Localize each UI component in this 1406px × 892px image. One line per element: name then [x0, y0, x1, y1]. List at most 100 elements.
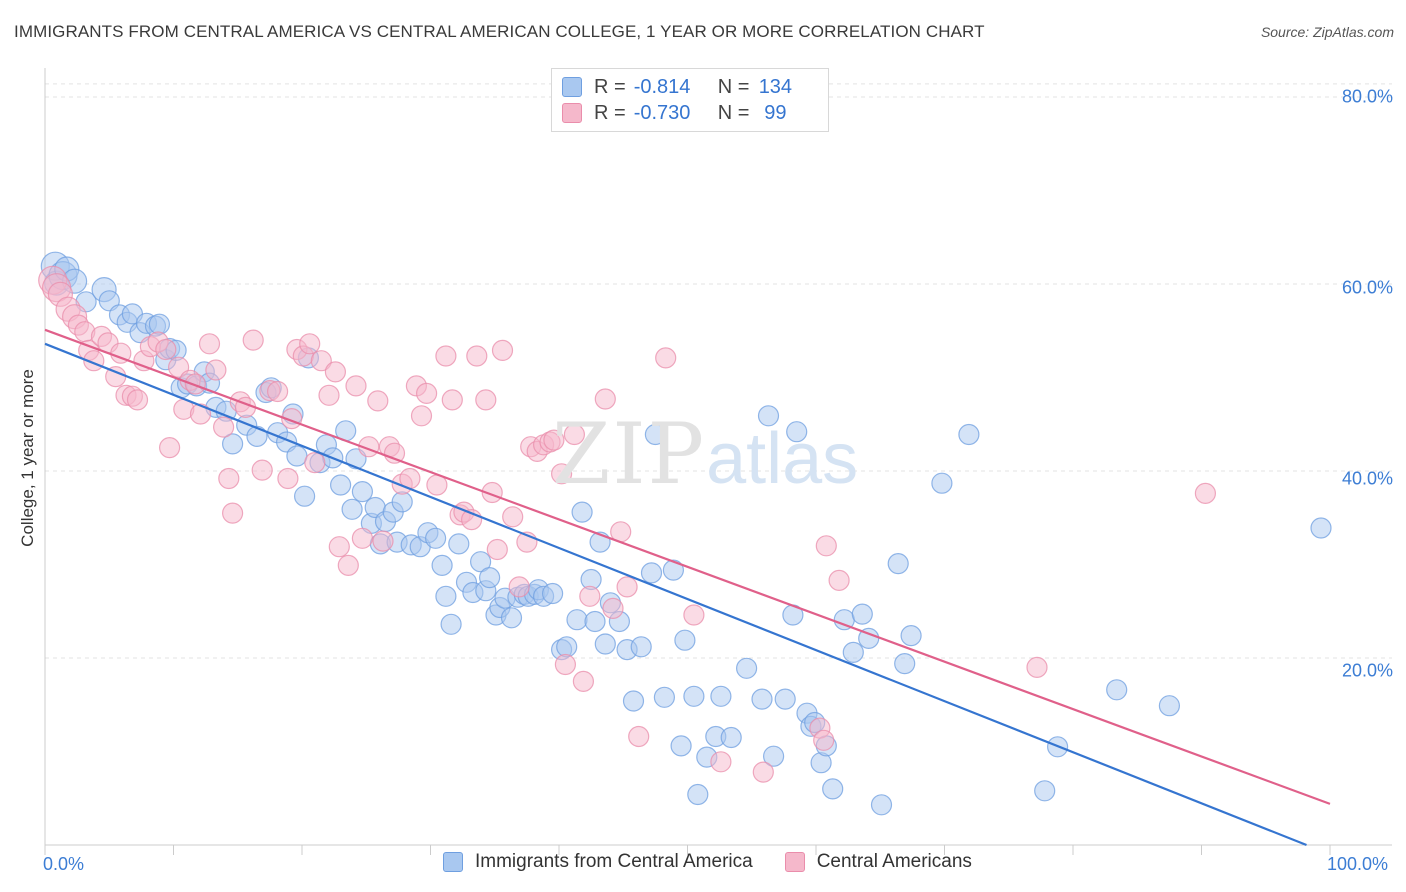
point-central-americans — [351, 527, 373, 549]
point-central-americans — [159, 437, 181, 459]
point-immigrants — [470, 551, 492, 573]
point-central-americans — [1026, 656, 1048, 679]
point-immigrants — [286, 445, 308, 467]
point-immigrants — [246, 425, 268, 447]
legend-item-central-americans: Central Americans — [784, 851, 972, 873]
point-immigrants — [786, 421, 808, 443]
point-central-americans — [213, 416, 235, 438]
point-immigrants — [757, 405, 780, 427]
point-central-americans — [324, 361, 346, 383]
point-central-americans — [828, 569, 850, 592]
x-tick-label-min: 0.0% — [43, 854, 85, 874]
point-central-americans — [655, 347, 677, 369]
point-central-americans — [383, 442, 406, 464]
point-central-americans — [337, 554, 359, 577]
point-immigrants — [1106, 679, 1128, 701]
point-central-americans — [435, 345, 457, 367]
point-immigrants — [870, 794, 893, 816]
point-central-americans — [466, 345, 488, 367]
point-immigrants — [842, 641, 864, 664]
point-immigrants — [556, 636, 578, 658]
point-immigrants — [448, 533, 470, 555]
point-immigrants — [674, 629, 696, 651]
point-central-americans — [486, 538, 508, 561]
point-immigrants — [687, 783, 709, 806]
legend-n-label: N = — [717, 75, 750, 98]
axes — [44, 68, 1392, 855]
point-immigrants — [851, 603, 873, 625]
point-immigrants — [720, 726, 742, 749]
legend-n-label: N = — [717, 101, 750, 124]
point-immigrants — [425, 527, 447, 549]
point-immigrants — [435, 585, 457, 607]
legend-swatch-blue — [562, 77, 582, 97]
point-central-americans — [628, 725, 650, 748]
legend-swatch-pink — [562, 103, 582, 123]
point-immigrants — [751, 688, 773, 710]
point-central-americans — [198, 333, 221, 355]
legend-row-pink: R = -0.730 N = 99 — [562, 100, 795, 126]
point-immigrants — [683, 685, 705, 707]
point-central-americans — [416, 382, 438, 404]
point-central-americans — [218, 467, 240, 490]
point-central-americans — [304, 452, 326, 474]
point-immigrants — [566, 609, 588, 631]
point-central-americans — [310, 350, 332, 372]
point-central-americans — [189, 403, 212, 425]
y-tick-label-20: 20.0% — [1341, 660, 1393, 681]
point-immigrants — [822, 778, 844, 800]
legend-swatch-pink — [784, 852, 805, 872]
point-immigrants — [774, 688, 796, 710]
point-central-americans — [554, 653, 577, 676]
point-immigrants — [330, 474, 352, 496]
point-immigrants — [662, 559, 685, 581]
point-central-americans — [441, 389, 463, 411]
point-immigrants — [541, 582, 564, 605]
point-immigrants — [762, 745, 785, 767]
legend-label-central-americans: Central Americans — [816, 851, 972, 872]
point-immigrants — [391, 491, 413, 513]
point-central-americans — [502, 506, 524, 528]
point-central-americans — [267, 380, 289, 403]
point-immigrants — [341, 498, 363, 520]
source-note: Source: ZipAtlas.com — [1260, 24, 1394, 40]
point-immigrants — [894, 652, 916, 675]
point-immigrants — [571, 501, 593, 523]
point-central-americans — [616, 576, 638, 598]
y-axis-label: College, 1 year or more — [18, 369, 37, 547]
point-immigrants — [653, 686, 676, 708]
point-central-americans — [205, 359, 227, 381]
series-legend: Immigrants from Central America Central … — [443, 851, 1004, 873]
point-immigrants — [222, 433, 244, 455]
point-central-americans — [299, 333, 321, 355]
legend-r-label: R = — [594, 101, 626, 124]
point-central-americans — [508, 576, 530, 598]
point-central-americans — [815, 535, 837, 557]
correlation-legend: R = -0.814 N = 134 R = -0.730 N = 99 — [551, 68, 829, 132]
point-immigrants — [958, 423, 980, 446]
point-immigrants — [500, 607, 523, 629]
point-central-americans — [318, 384, 340, 406]
trend-line-immigrants — [44, 342, 1307, 847]
legend-r-value: -0.730 — [633, 101, 691, 124]
trend-lines — [44, 328, 1331, 847]
grid-lines — [45, 83, 1392, 659]
point-immigrants — [479, 566, 501, 589]
point-central-americans — [572, 670, 595, 693]
legend-r-value: -0.814 — [633, 75, 691, 98]
point-central-americans — [543, 429, 565, 451]
point-central-americans — [579, 585, 601, 607]
legend-label-immigrants: Immigrants from Central America — [475, 851, 753, 872]
legend-r-label: R = — [594, 75, 626, 98]
point-immigrants — [440, 613, 462, 635]
point-central-americans — [594, 388, 616, 410]
point-central-americans — [813, 729, 835, 751]
point-immigrants — [1158, 695, 1181, 717]
point-immigrants — [630, 636, 652, 658]
point-immigrants — [294, 485, 316, 507]
point-immigrants — [931, 472, 953, 494]
point-central-americans — [328, 536, 350, 558]
y-tick-label-80: 80.0% — [1341, 86, 1393, 107]
legend-row-blue: R = -0.814 N = 134 — [562, 74, 795, 100]
